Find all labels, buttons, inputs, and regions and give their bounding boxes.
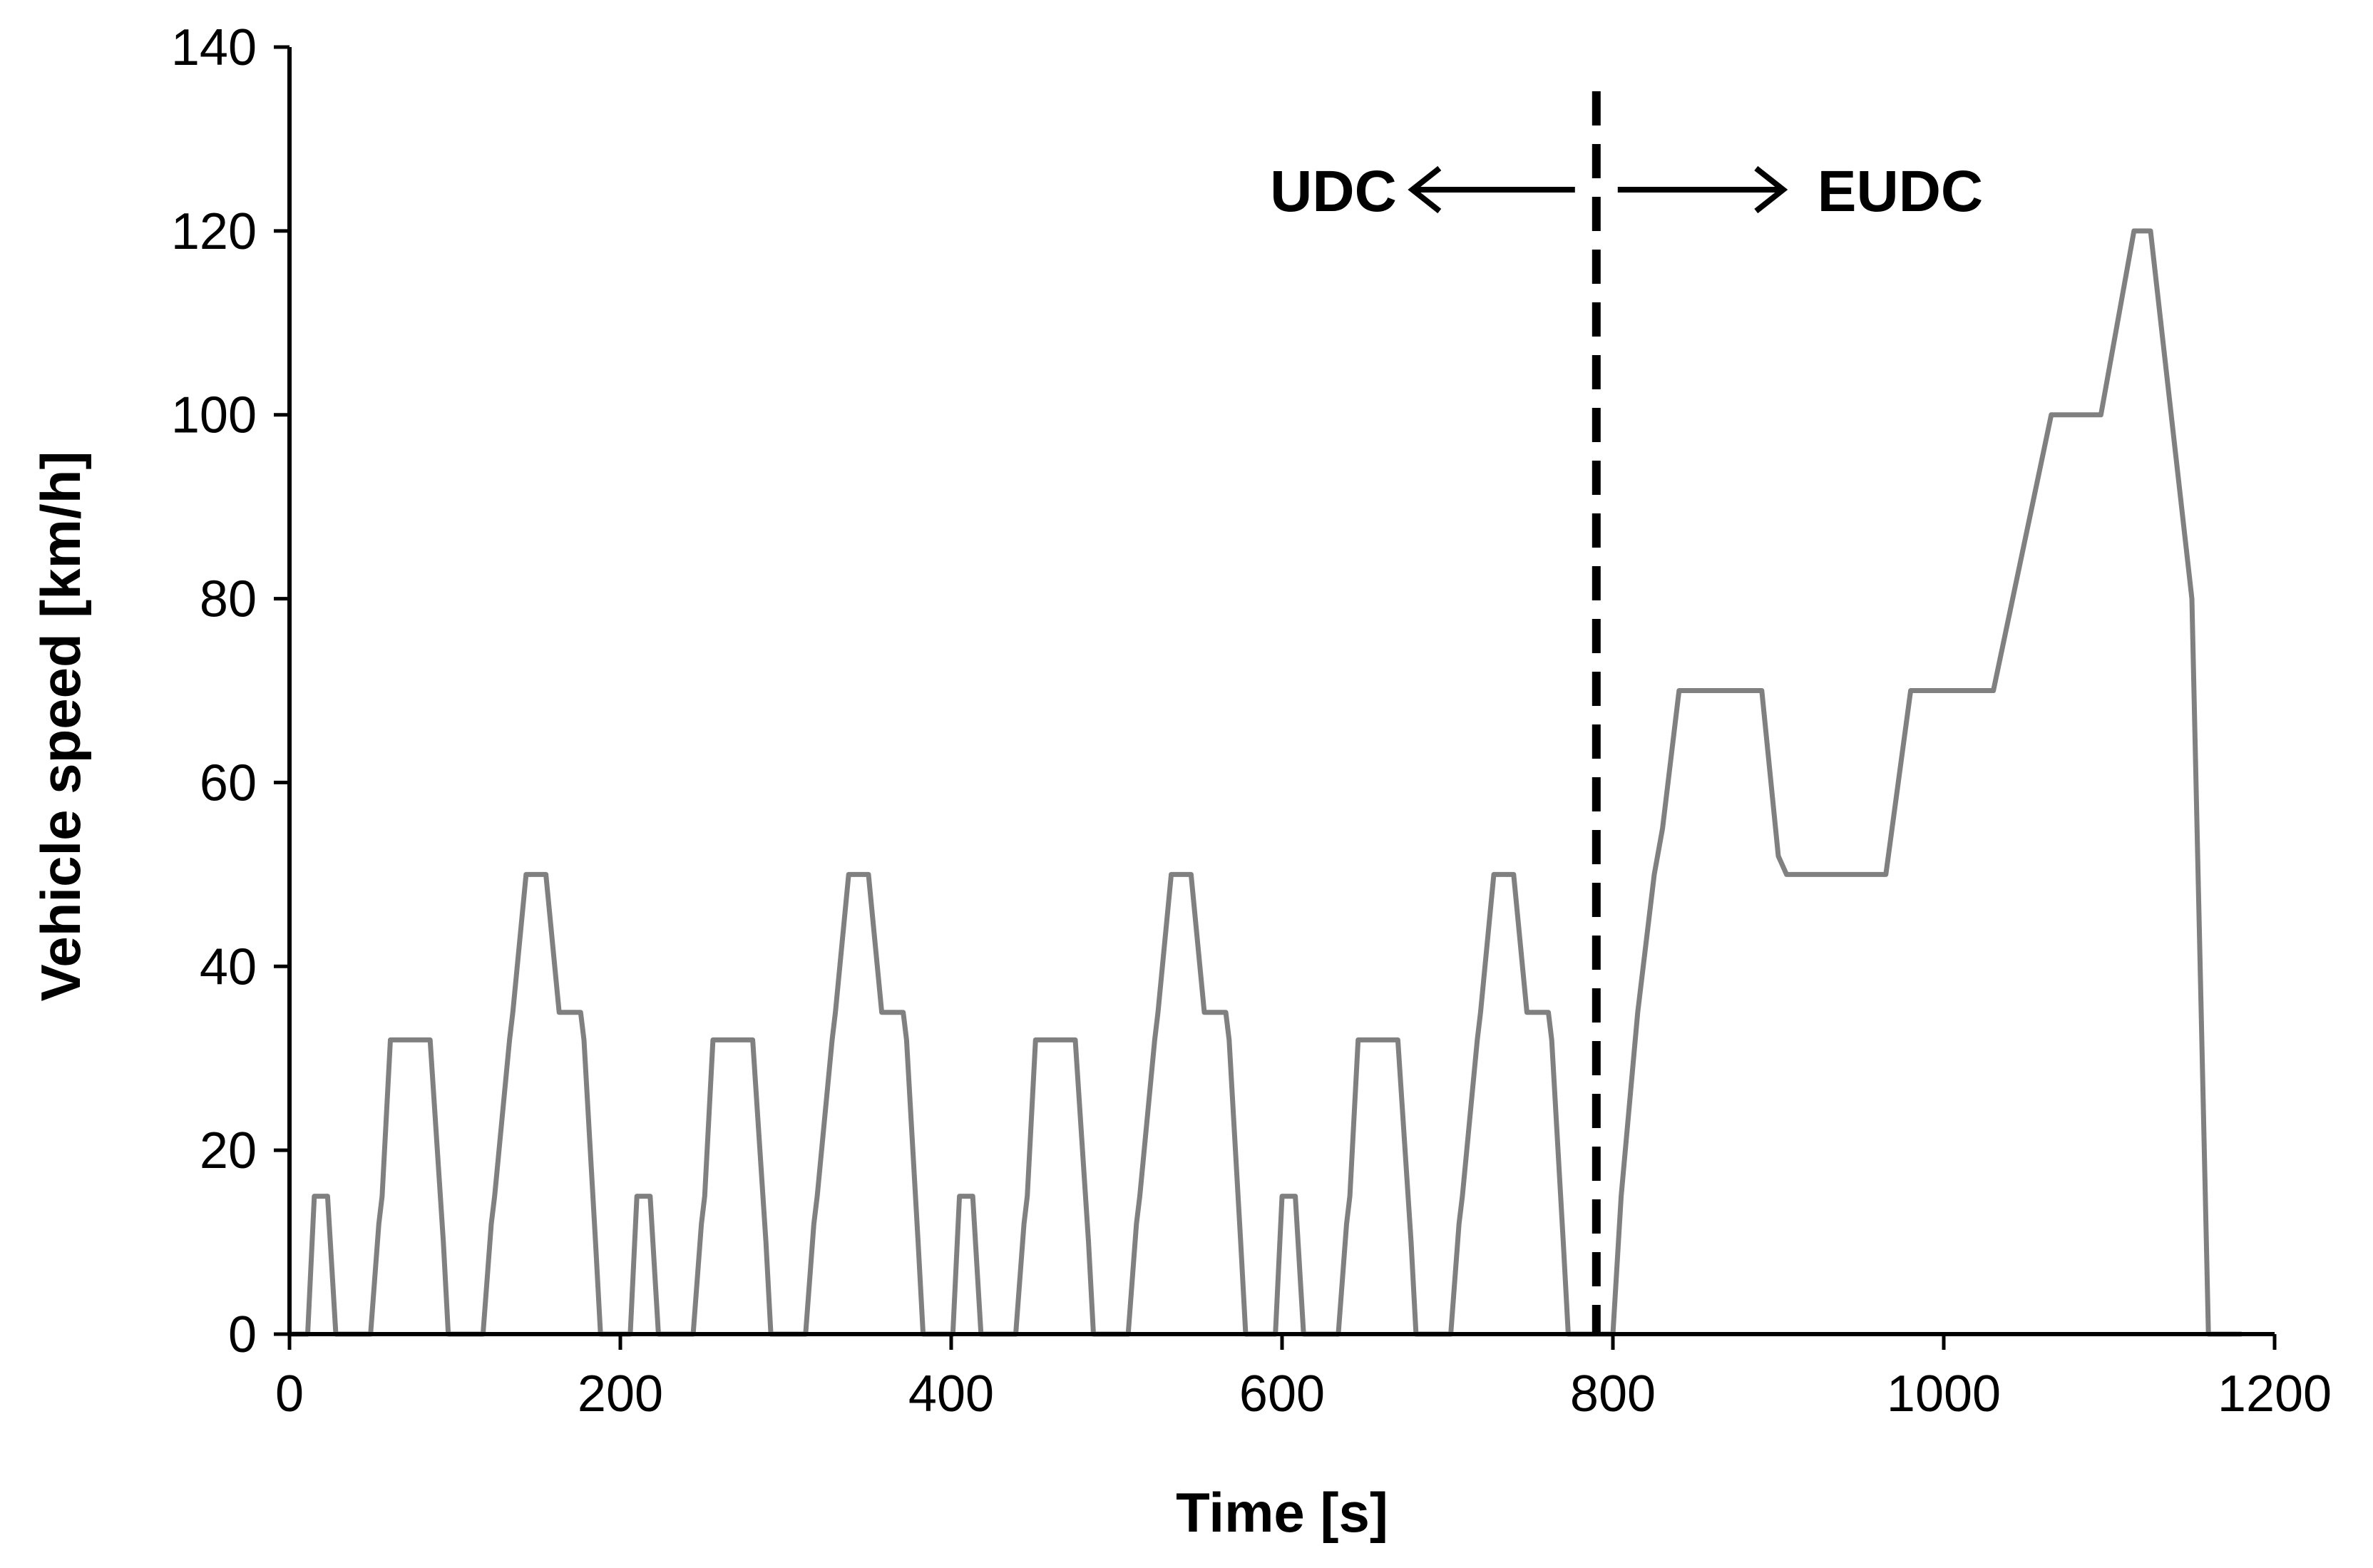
x-axis-title: Time [s] — [1176, 1481, 1388, 1544]
y-tick-label: 20 — [200, 1122, 257, 1179]
y-tick-label: 0 — [228, 1306, 257, 1363]
udc-arrow — [1408, 165, 1575, 214]
speed-series-line — [289, 228, 2242, 1337]
y-tick-label: 60 — [200, 754, 257, 811]
eudc-arrow — [1617, 165, 1788, 214]
y-tick-label: 80 — [200, 571, 257, 628]
x-tick-label: 800 — [1570, 1365, 1656, 1423]
y-tick-label: 120 — [171, 203, 257, 260]
x-tick-label: 600 — [1239, 1365, 1325, 1423]
y-axis-title: Vehicle speed [km/h] — [29, 451, 92, 1002]
plot-area — [289, 228, 2242, 1337]
y-tick-label: 100 — [171, 387, 257, 444]
eudc-label: EUDC — [1818, 159, 1983, 224]
x-tick-labels: 0 200 400 600 800 1000 1200 — [275, 1365, 2332, 1423]
udc-label: UDC — [1270, 159, 1397, 224]
y-tick-labels: 0 20 40 60 80 100 120 140 — [171, 19, 257, 1363]
x-tick-label: 1000 — [1887, 1365, 2001, 1423]
x-tick-label: 0 — [275, 1365, 304, 1423]
x-tick-label: 400 — [908, 1365, 994, 1423]
y-tick-label: 140 — [171, 19, 257, 76]
y-tick-label: 40 — [200, 938, 257, 995]
axes — [274, 45, 2277, 1350]
x-tick-label: 1200 — [2218, 1365, 2332, 1423]
x-tick-label: 200 — [578, 1365, 663, 1423]
